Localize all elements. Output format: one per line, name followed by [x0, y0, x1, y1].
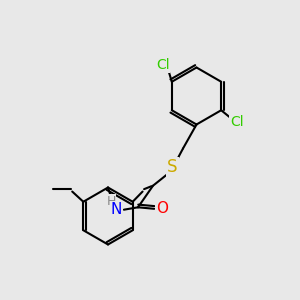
- Text: O: O: [156, 201, 168, 216]
- Text: Cl: Cl: [156, 58, 169, 72]
- Text: Cl: Cl: [230, 115, 244, 129]
- Text: N: N: [111, 202, 122, 217]
- Text: H: H: [106, 195, 116, 208]
- Text: S: S: [167, 158, 178, 176]
